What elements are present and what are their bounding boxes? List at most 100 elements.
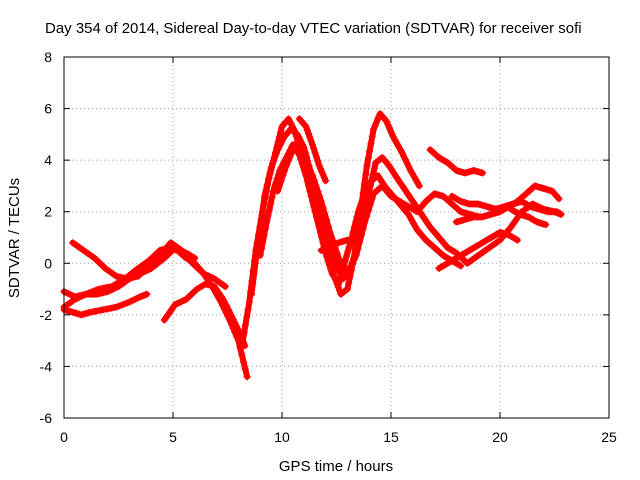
data-point bbox=[362, 171, 370, 179]
data-point bbox=[319, 239, 327, 247]
data-point bbox=[267, 200, 275, 207]
data-point bbox=[359, 225, 367, 233]
data-point bbox=[554, 193, 562, 201]
data-point bbox=[405, 163, 413, 171]
data-point bbox=[345, 243, 353, 251]
data-point bbox=[328, 234, 336, 241]
series-track-3 bbox=[69, 239, 229, 290]
data-point bbox=[257, 220, 265, 228]
y-tick-label: -4 bbox=[40, 358, 53, 374]
data-point bbox=[345, 279, 353, 287]
data-point bbox=[241, 366, 249, 373]
data-point bbox=[314, 187, 322, 195]
data-point bbox=[326, 228, 334, 236]
data-point bbox=[555, 195, 563, 203]
y-tick-label: 2 bbox=[44, 204, 52, 220]
data-point bbox=[239, 337, 247, 345]
data-point bbox=[398, 148, 406, 156]
data-point bbox=[284, 157, 292, 165]
data-point bbox=[306, 134, 314, 141]
data-point bbox=[349, 259, 357, 267]
data-point bbox=[309, 172, 316, 180]
data-point bbox=[279, 172, 287, 180]
x-tick-label: 5 bbox=[169, 429, 177, 445]
data-point bbox=[281, 167, 289, 174]
data-point bbox=[345, 266, 353, 274]
data-point bbox=[335, 280, 343, 288]
data-point bbox=[374, 116, 381, 124]
data-point bbox=[303, 177, 311, 185]
data-point bbox=[240, 329, 248, 337]
data-point bbox=[318, 168, 326, 175]
data-point bbox=[327, 266, 335, 273]
data-point bbox=[350, 223, 358, 231]
data-point bbox=[277, 128, 285, 136]
data-point bbox=[238, 351, 246, 359]
data-point bbox=[265, 175, 272, 183]
y-tick-label: 0 bbox=[44, 255, 52, 271]
data-point bbox=[321, 210, 329, 218]
data-point bbox=[384, 121, 392, 129]
series-layer bbox=[60, 110, 565, 381]
series-track-2 bbox=[60, 290, 151, 319]
data-point bbox=[263, 181, 271, 189]
data-point bbox=[251, 259, 259, 267]
data-point bbox=[318, 234, 326, 241]
data-point bbox=[358, 197, 366, 205]
y-tick-label: 6 bbox=[44, 101, 52, 117]
data-point bbox=[245, 298, 253, 306]
data-point bbox=[264, 212, 272, 220]
data-point bbox=[312, 153, 320, 161]
data-point bbox=[457, 262, 465, 270]
data-point bbox=[221, 283, 229, 290]
data-point bbox=[234, 326, 242, 334]
data-point bbox=[403, 159, 411, 167]
data-point bbox=[311, 208, 319, 216]
data-point bbox=[323, 253, 331, 261]
data-point bbox=[352, 239, 360, 247]
data-point bbox=[259, 202, 267, 209]
data-point bbox=[324, 257, 332, 265]
data-point bbox=[350, 255, 358, 263]
data-point bbox=[372, 119, 380, 127]
data-point bbox=[231, 319, 239, 327]
data-point bbox=[364, 207, 372, 215]
data-point bbox=[315, 161, 323, 169]
data-point bbox=[342, 286, 350, 294]
data-point bbox=[243, 373, 251, 381]
data-point bbox=[370, 125, 378, 133]
data-point bbox=[311, 149, 319, 157]
data-point bbox=[236, 344, 244, 352]
data-point bbox=[263, 218, 271, 226]
data-point bbox=[310, 203, 318, 211]
data-point bbox=[312, 213, 320, 221]
data-point bbox=[248, 290, 255, 298]
data-point bbox=[401, 156, 409, 164]
data-point bbox=[367, 140, 375, 148]
data-point bbox=[250, 270, 258, 278]
data-point bbox=[268, 193, 276, 201]
data-point bbox=[305, 130, 313, 138]
data-point bbox=[400, 152, 408, 160]
data-point bbox=[289, 145, 297, 153]
series-track-12 bbox=[426, 146, 487, 177]
data-point bbox=[259, 238, 267, 246]
data-point bbox=[371, 122, 379, 130]
data-point bbox=[191, 254, 199, 262]
data-point bbox=[381, 116, 389, 124]
data-point bbox=[357, 201, 365, 208]
data-point bbox=[262, 187, 270, 195]
y-tick-label: -2 bbox=[40, 307, 53, 323]
data-point bbox=[322, 177, 330, 185]
x-tick-label: 0 bbox=[60, 429, 68, 445]
data-point bbox=[319, 204, 327, 212]
data-point bbox=[292, 129, 300, 137]
data-point bbox=[307, 192, 315, 200]
y-axis-label: SDTVAR / TECUs bbox=[6, 178, 23, 298]
data-point bbox=[357, 231, 365, 239]
data-point bbox=[258, 211, 266, 219]
data-point bbox=[243, 313, 251, 321]
data-point bbox=[256, 252, 264, 259]
data-point bbox=[314, 157, 322, 165]
data-point bbox=[344, 247, 352, 255]
